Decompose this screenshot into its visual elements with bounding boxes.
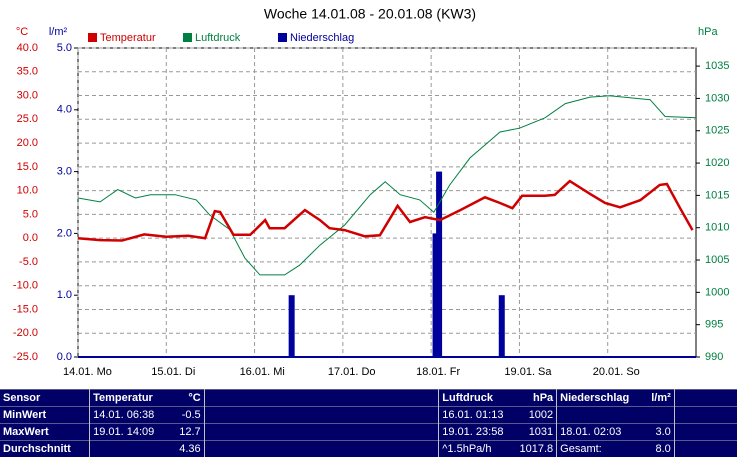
cell: MinWert bbox=[0, 406, 91, 424]
legend-swatch bbox=[88, 33, 97, 42]
y3-tick-label: 5.0 bbox=[57, 42, 72, 54]
y-axis-label: °C bbox=[16, 26, 28, 38]
y3-tick-label: 4.0 bbox=[57, 104, 72, 116]
y-tick-label: -15.0 bbox=[13, 303, 38, 315]
x-tick-label: 20.01. So bbox=[593, 366, 640, 378]
y-tick-label: -10.0 bbox=[13, 280, 38, 292]
x-tick-label: 16.01. Mi bbox=[240, 366, 285, 378]
bar bbox=[498, 295, 505, 357]
cell: Gesamt: bbox=[556, 440, 645, 457]
table-header: Sensor Temperatur °C Luftdruck hPa Niede… bbox=[0, 389, 737, 407]
y-tick-label: 10.0 bbox=[17, 185, 38, 197]
y2-tick-label: 1015 bbox=[705, 189, 729, 201]
y-tick-label: 5.0 bbox=[23, 208, 38, 220]
header-cell: hPa bbox=[516, 389, 558, 407]
y2-tick-label: 1000 bbox=[705, 286, 729, 298]
y2-tick-label: 1010 bbox=[705, 222, 729, 234]
header-cell: °C bbox=[162, 389, 205, 407]
table-row: Durchschnitt 4.36 ^1.5hPa/h 1017.8 Gesam… bbox=[0, 440, 737, 457]
legend-label: Niederschlag bbox=[290, 32, 354, 44]
x-tick-label: 17.01. Do bbox=[328, 366, 376, 378]
cell: 1031 bbox=[516, 423, 558, 441]
cell: MaxWert bbox=[0, 423, 91, 441]
stats-table: Sensor Temperatur °C Luftdruck hPa Niede… bbox=[0, 389, 737, 457]
y2-tick-label: 1030 bbox=[705, 92, 729, 104]
cell: 18.01. 02:03 bbox=[556, 423, 645, 441]
y2-tick-label: 995 bbox=[705, 319, 723, 331]
series-line bbox=[77, 95, 697, 276]
legend-label: Luftdruck bbox=[195, 32, 241, 44]
y-tick-label: 35.0 bbox=[17, 66, 38, 78]
y-tick-label: 15.0 bbox=[17, 161, 38, 173]
cell: 14.01. 06:38 bbox=[89, 406, 163, 424]
y-tick-label: -20.0 bbox=[13, 327, 38, 339]
legend-label: Temperatur bbox=[100, 32, 156, 44]
y2-tick-label: 1025 bbox=[705, 125, 729, 137]
legend-swatch bbox=[278, 33, 287, 42]
y3-tick-label: 0.0 bbox=[57, 351, 72, 363]
y2-tick-label: 1020 bbox=[705, 157, 729, 169]
table-row: MaxWert 19.01. 14:09 12.7 19.01. 23:58 1… bbox=[0, 423, 737, 441]
cell: 1017.8 bbox=[516, 440, 558, 457]
x-tick-label: 19.01. Sa bbox=[504, 366, 552, 378]
y-tick-label: 0.0 bbox=[23, 232, 38, 244]
x-tick-label: 15.01. Di bbox=[151, 366, 195, 378]
cell: Durchschnitt bbox=[0, 440, 91, 457]
header-cell: Sensor bbox=[0, 389, 91, 407]
y-tick-label: -5.0 bbox=[19, 256, 38, 268]
chart: Woche 14.01.08 - 20.01.08 (KW3) °C l/m² … bbox=[13, 6, 730, 378]
bar bbox=[432, 233, 439, 357]
y-tick-label: -25.0 bbox=[13, 351, 38, 363]
cell bbox=[556, 406, 645, 424]
y-tick-label: 40.0 bbox=[17, 42, 38, 54]
legend-swatch bbox=[183, 33, 192, 42]
header-cell: Niederschlag bbox=[556, 389, 645, 407]
header-cell: Luftdruck bbox=[438, 389, 517, 407]
cell: 19.01. 14:09 bbox=[89, 423, 163, 441]
bar bbox=[288, 295, 295, 357]
cell: 19.01. 23:58 bbox=[438, 423, 517, 441]
y-tick-label: 30.0 bbox=[17, 89, 38, 101]
cell: 16.01. 01:13 bbox=[438, 406, 517, 424]
x-tick-label: 14.01. Mo bbox=[63, 366, 112, 378]
y-tick-label: 20.0 bbox=[17, 137, 38, 149]
y3-axis-label: l/m² bbox=[49, 26, 68, 38]
plot-area bbox=[77, 47, 697, 358]
bar bbox=[436, 171, 443, 357]
cell bbox=[89, 440, 163, 457]
y2-tick-label: 1005 bbox=[705, 254, 729, 266]
header-cell: l/m² bbox=[644, 389, 675, 407]
chart-title: Woche 14.01.08 - 20.01.08 (KW3) bbox=[264, 6, 476, 22]
cell bbox=[644, 406, 675, 424]
cell: -0.5 bbox=[162, 406, 205, 424]
header-cell: Temperatur bbox=[89, 389, 163, 407]
y3-tick-label: 3.0 bbox=[57, 166, 72, 178]
y-tick-label: 25.0 bbox=[17, 113, 38, 125]
cell: ^1.5hPa/h bbox=[438, 440, 517, 457]
y3-tick-label: 1.0 bbox=[57, 289, 72, 301]
cell: 8.0 bbox=[644, 440, 675, 457]
y2-tick-label: 1035 bbox=[705, 60, 729, 72]
cell: 4.36 bbox=[162, 440, 205, 457]
table-row: MinWert 14.01. 06:38 -0.5 16.01. 01:13 1… bbox=[0, 406, 737, 424]
cell: 1002 bbox=[516, 406, 558, 424]
y3-tick-label: 2.0 bbox=[57, 227, 72, 239]
y2-tick-label: 990 bbox=[705, 351, 723, 363]
y2-axis-label: hPa bbox=[698, 26, 718, 38]
cell: 3.0 bbox=[644, 423, 675, 441]
series-line bbox=[77, 179, 694, 242]
x-tick-label: 18.01. Fr bbox=[416, 366, 460, 378]
cell: 12.7 bbox=[162, 423, 205, 441]
